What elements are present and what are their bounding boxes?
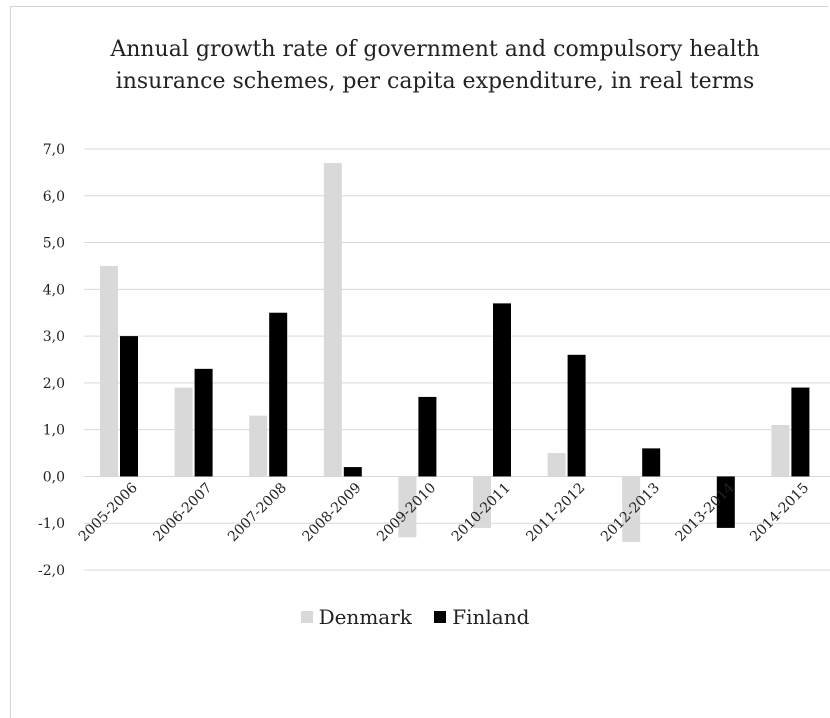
legend-label-finland: Finland bbox=[452, 605, 530, 629]
bar-finland-2008-2009 bbox=[343, 467, 362, 477]
y-tick-label: 0,0 bbox=[43, 469, 65, 485]
x-tick-label: 2008-2009 bbox=[300, 480, 365, 545]
y-tick-label: 2,0 bbox=[43, 376, 65, 392]
bar-finland-2013-2014 bbox=[716, 476, 735, 528]
x-tick-label: 2014-2015 bbox=[747, 480, 812, 545]
y-tick-label: -1,0 bbox=[38, 516, 65, 532]
y-tick-label: 3,0 bbox=[43, 329, 65, 345]
bar-denmark-2014-2015 bbox=[771, 424, 790, 477]
bar-finland-2010-2011 bbox=[493, 303, 511, 477]
legend-item-finland: Finland bbox=[434, 605, 529, 629]
chart-title-line-1: Annual growth rate of government and com… bbox=[110, 37, 760, 62]
legend: Denmark Finland bbox=[0, 604, 830, 629]
y-tick-label: 6,0 bbox=[43, 189, 65, 205]
x-tick-label: 2005-2006 bbox=[76, 480, 141, 545]
bar-denmark-2011-2012 bbox=[547, 453, 566, 477]
x-tick-label: 2007-2008 bbox=[225, 480, 290, 545]
bar-finland-2009-2010 bbox=[418, 396, 437, 477]
y-tick-label: 7,0 bbox=[43, 142, 65, 158]
bar-denmark-2008-2009 bbox=[323, 163, 342, 477]
y-tick-label: -2,0 bbox=[38, 563, 65, 579]
legend-label-denmark: Denmark bbox=[318, 605, 412, 629]
legend-swatch-finland bbox=[434, 611, 447, 623]
bar-finland-2007-2008 bbox=[269, 312, 288, 477]
bar-denmark-2007-2008 bbox=[249, 415, 268, 477]
legend-item-denmark: Denmark bbox=[300, 605, 412, 629]
bar-denmark-2010-2011 bbox=[473, 476, 491, 528]
y-tick-label: 5,0 bbox=[43, 236, 65, 252]
bar-finland-2011-2012 bbox=[567, 354, 586, 477]
bar-denmark-2006-2007 bbox=[174, 387, 193, 477]
bar-finland-2012-2013 bbox=[642, 448, 661, 477]
legend-swatch-denmark bbox=[300, 611, 313, 623]
chart-title: Annual growth rate of government and com… bbox=[40, 34, 830, 98]
bar-denmark-2005-2006 bbox=[100, 265, 118, 477]
y-tick-label: 4,0 bbox=[43, 282, 65, 298]
chart-title-line-2: insurance schemes, per capita expenditur… bbox=[115, 69, 755, 94]
bar-finland-2014-2015 bbox=[791, 387, 810, 477]
bar-chart: 7,0 6,0 5,0 4,0 3,0 2,0 1,0 0,0 -1,0 -2,0 2005-200… bbox=[38, 142, 830, 579]
y-tick-label: 1,0 bbox=[43, 423, 65, 439]
bar-denmark-2012-2013 bbox=[622, 476, 641, 542]
bar-finland-2005-2006 bbox=[120, 336, 138, 477]
x-tick-label: 2006-2007 bbox=[150, 480, 215, 545]
bar-denmark-2009-2010 bbox=[398, 476, 417, 538]
bar-finland-2006-2007 bbox=[194, 368, 213, 477]
chart-frame bbox=[10, 6, 828, 718]
x-tick-label: 2011-2012 bbox=[523, 480, 588, 545]
